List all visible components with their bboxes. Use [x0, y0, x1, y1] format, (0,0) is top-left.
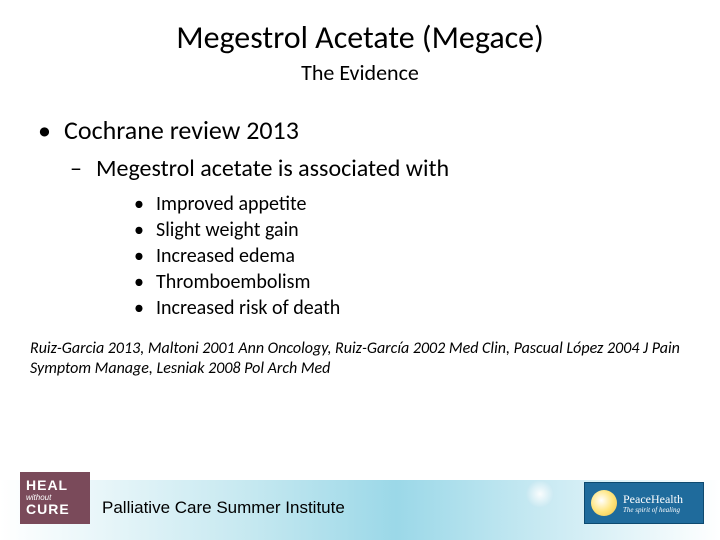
bullet-level3: Improved appetite — [134, 191, 682, 217]
content-area: Cochrane review 2013 Megestrol acetate i… — [0, 86, 720, 321]
peace-tag: The spirit of healing — [623, 507, 683, 514]
bullet-level1: Cochrane review 2013 — [38, 114, 682, 146]
heal-logo: HEAL without CURE — [20, 472, 90, 524]
bullet-level3: Slight weight gain — [134, 217, 682, 243]
peacehealth-logo: PeaceHealth The spirit of healing — [584, 482, 704, 524]
citation-text: Ruiz-Garcia 2013, Maltoni 2001 Ann Oncol… — [0, 321, 720, 379]
bullet-level3: Increased edema — [134, 243, 682, 269]
heal-line1: HEAL — [26, 478, 84, 493]
bullet-level3: Thromboembolism — [134, 269, 682, 295]
bullet-level3: Increased risk of death — [134, 295, 682, 321]
sun-icon — [591, 490, 617, 516]
slide-title: Megestrol Acetate (Megace) — [0, 0, 720, 57]
footer-institute: Palliative Care Summer Institute — [102, 498, 345, 518]
peace-name: PeaceHealth — [623, 492, 683, 506]
slide-subtitle: The Evidence — [0, 59, 720, 86]
dandelion-icon — [520, 480, 560, 520]
heal-line3: CURE — [26, 502, 84, 517]
bullet-level2: Megestrol acetate is associated with — [70, 154, 682, 183]
